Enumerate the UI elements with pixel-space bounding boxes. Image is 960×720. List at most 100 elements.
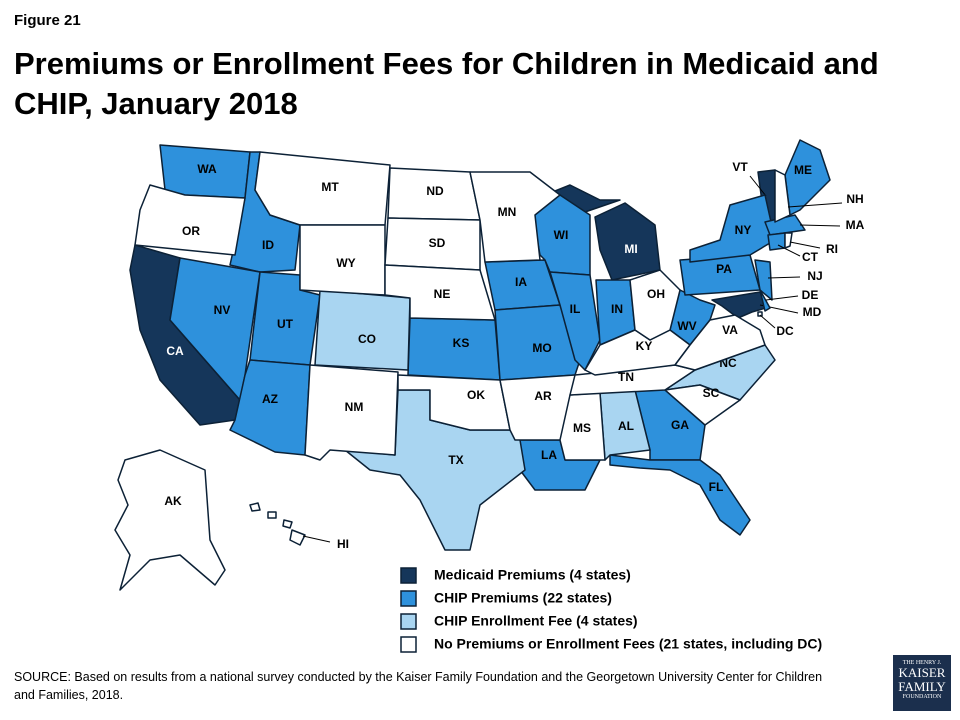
state-label: ID <box>262 238 274 252</box>
state <box>784 139 831 216</box>
legend-swatch <box>400 590 417 607</box>
state-label: IA <box>515 275 527 289</box>
legend-swatch <box>400 613 417 630</box>
state-label: DE <box>802 288 819 302</box>
source: SOURCE: Based on results from a national… <box>14 670 823 702</box>
state-label: UT <box>277 317 294 331</box>
state-label: WA <box>197 162 217 176</box>
state-label: CT <box>802 250 819 264</box>
state-label: ND <box>426 184 444 198</box>
state-label: TX <box>448 453 463 467</box>
state <box>282 519 293 529</box>
state <box>249 502 261 512</box>
state-label: MS <box>573 421 591 435</box>
state-label: IL <box>570 302 581 316</box>
logo-text: FOUNDATION <box>902 694 942 700</box>
logo: THE HENRY J. KAISER FAMILY FOUNDATION <box>893 655 951 711</box>
state-label: SC <box>703 386 720 400</box>
leader-line <box>777 244 801 257</box>
state <box>784 232 793 249</box>
state-label: NE <box>434 287 451 301</box>
state <box>757 311 763 317</box>
state-label: NY <box>735 223 752 237</box>
leader-line <box>759 314 776 329</box>
state <box>774 169 791 223</box>
state-label: WV <box>677 319 696 333</box>
state-label: MN <box>498 205 517 219</box>
state <box>314 289 411 371</box>
logo-text: KAISER <box>898 665 946 680</box>
state-label: MI <box>624 242 637 256</box>
leader-line <box>787 202 843 208</box>
state-label: VT <box>732 160 748 174</box>
state-label: AR <box>534 389 552 403</box>
state-label: PA <box>716 262 732 276</box>
state <box>289 529 306 546</box>
state-label: OK <box>467 388 485 402</box>
state-label: HI <box>337 537 349 551</box>
state-label: IN <box>611 302 623 316</box>
state-label: SD <box>429 236 446 250</box>
leader-line <box>765 295 799 301</box>
figure-label: Figure 21 <box>14 12 81 29</box>
state-label: LA <box>541 448 557 462</box>
state-label: MT <box>321 180 339 194</box>
state-label: FL <box>709 480 724 494</box>
legend-label: CHIP Premiums (22 states) <box>434 590 612 606</box>
leader-line <box>749 175 767 197</box>
state-label: WY <box>336 256 355 270</box>
state <box>304 364 399 461</box>
state <box>759 289 771 312</box>
leader-line <box>789 241 821 249</box>
state-label: AZ <box>262 392 278 406</box>
state <box>689 194 776 263</box>
logo-text: FAMILY <box>898 679 946 694</box>
legend-label: Medicaid Premiums (4 states) <box>434 567 631 583</box>
state-label: AL <box>618 419 634 433</box>
state-label: KY <box>636 339 653 353</box>
state-label: AK <box>164 494 182 508</box>
state-label: OH <box>647 287 665 301</box>
legend-swatch <box>400 636 417 653</box>
state <box>494 304 581 381</box>
leader-line <box>302 535 331 543</box>
state-label: GA <box>671 418 689 432</box>
state <box>384 264 496 321</box>
leader-line <box>767 276 801 279</box>
state-label: RI <box>826 242 838 256</box>
state-label: CA <box>166 344 184 358</box>
title: Premiums or Enrollment Fees for Children… <box>14 46 879 121</box>
state-label: MO <box>532 341 551 355</box>
state <box>754 259 773 301</box>
state-label: MA <box>846 218 865 232</box>
state-label: ME <box>794 163 812 177</box>
state <box>609 454 751 536</box>
legend-label: CHIP Enrollment Fee (4 states) <box>434 613 638 629</box>
state-label: NM <box>345 400 364 414</box>
state <box>114 449 226 591</box>
state-label: NV <box>214 303 231 317</box>
state-label: OR <box>182 224 200 238</box>
state-label: WI <box>554 228 569 242</box>
state-label: CO <box>358 332 376 346</box>
state-label: MD <box>803 305 822 319</box>
state-label: TN <box>618 370 634 384</box>
state-label: KS <box>453 336 470 350</box>
state <box>629 269 681 341</box>
legend-label: No Premiums or Enrollment Fees (21 state… <box>434 636 822 652</box>
state-label: DC <box>776 324 794 338</box>
state-label: NJ <box>807 269 822 283</box>
leader-line <box>799 224 841 227</box>
state <box>674 314 766 371</box>
state <box>469 171 561 263</box>
legend: Medicaid Premiums (4 states) CHIP Premium… <box>400 567 822 653</box>
state-label: NH <box>846 192 863 206</box>
legend-swatch <box>400 567 417 584</box>
state-label: VA <box>722 323 738 337</box>
state <box>134 184 246 256</box>
state <box>664 384 741 426</box>
state <box>267 511 277 519</box>
logo-text: THE HENRY J. <box>902 660 942 666</box>
